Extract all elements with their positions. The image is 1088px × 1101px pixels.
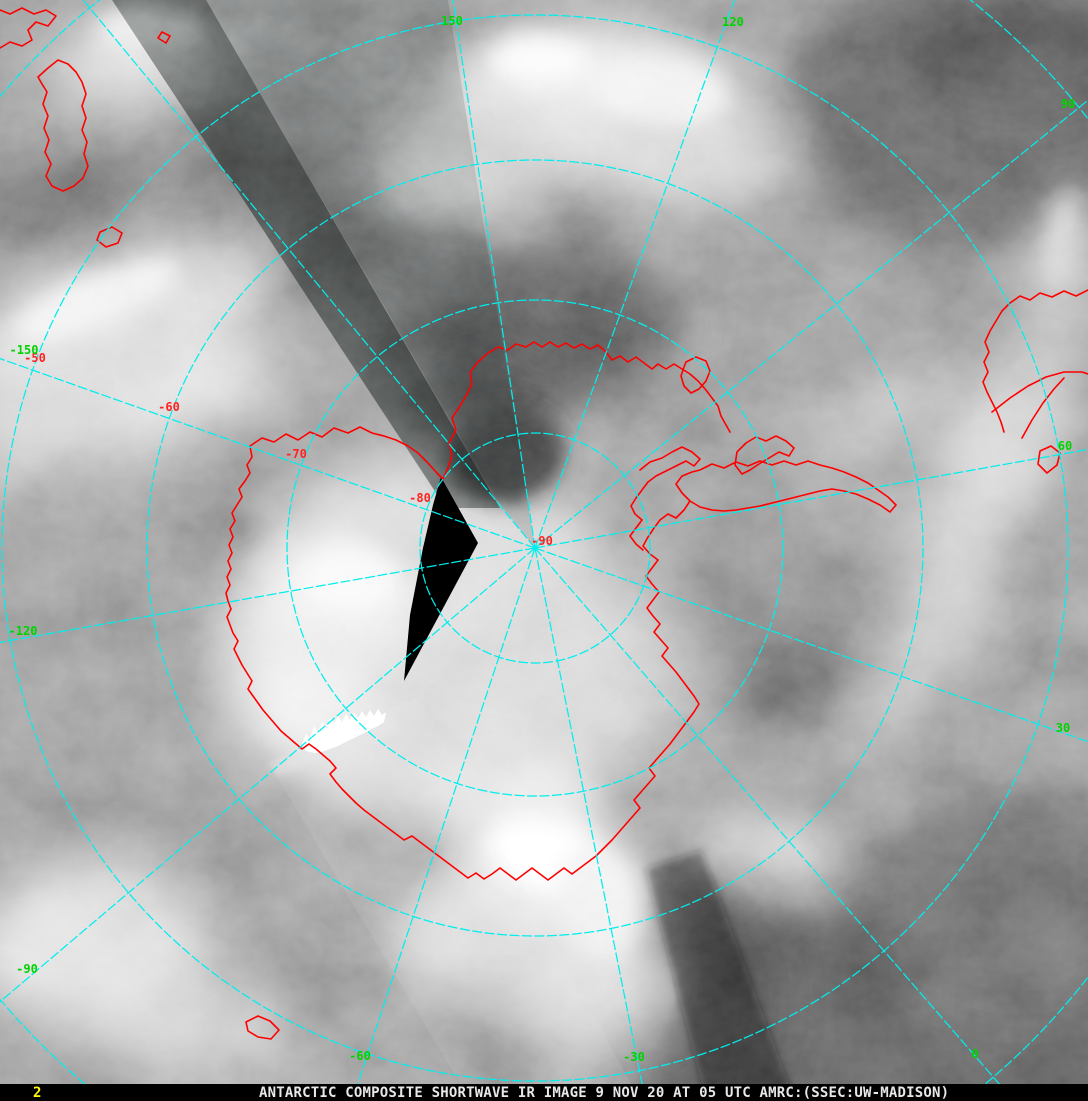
longitude-label--150: -150 <box>10 343 39 357</box>
longitude-label-60: 60 <box>1058 439 1072 453</box>
latitude-label--50: -50 <box>24 351 46 365</box>
latitude-circle--80 <box>419 432 651 664</box>
coastline-bottom-left-island <box>245 1015 280 1040</box>
longitude-radial-150 <box>452 0 536 549</box>
longitude-radial-120 <box>534 0 736 549</box>
coastline-right-islands <box>1037 445 1061 474</box>
caption-text: ANTARCTIC COMPOSITE SHORTWAVE IR IMAGE 9… <box>259 1085 950 1101</box>
longitude-radial-0 <box>534 547 1014 1100</box>
coastline-antarctic-peninsula <box>675 460 897 513</box>
coastline-antarctica-main <box>225 341 731 881</box>
longitude-radial--60 <box>351 547 536 1100</box>
longitude-label-150: 150 <box>441 14 463 28</box>
latitude-label--80: -80 <box>409 491 431 505</box>
longitude-label-120: 120 <box>722 15 744 29</box>
coastline-right-landmass <box>982 289 1088 433</box>
longitude-label-0: 0 <box>971 1047 978 1061</box>
coastline-right-arc-a <box>991 371 1088 413</box>
longitude-radial-60 <box>534 448 1088 549</box>
longitude-radial--90 <box>0 547 536 1003</box>
latitude-label--60: -60 <box>158 400 180 414</box>
coastline-small-island-b <box>96 226 123 248</box>
bright-sawtooth-artifact <box>302 709 386 753</box>
coastline-new-zealand-north <box>0 7 57 49</box>
longitude-label--120: -120 <box>9 624 38 638</box>
coastline-island-hook <box>734 435 795 475</box>
coastline-coastal-loop <box>680 356 711 394</box>
latitude-label--90: -90 <box>531 534 553 548</box>
latitude-circle--50 <box>1 14 1069 1082</box>
caption-bar: 2 ANTARCTIC COMPOSITE SHORTWAVE IR IMAGE… <box>0 1084 1088 1101</box>
longitude-radial-30 <box>534 547 1088 743</box>
longitude-radial-180 <box>82 0 536 549</box>
coastline-small-island-a <box>157 31 171 44</box>
coastline-inner-bay <box>629 446 701 551</box>
coastline-overlay <box>0 7 1088 1040</box>
longitude-label--60: -60 <box>349 1049 371 1063</box>
longitude-radial--30 <box>534 547 646 1100</box>
latitude-circle--60 <box>146 159 924 937</box>
data-gap-wedge <box>404 477 478 681</box>
longitude-radial--150 <box>0 357 536 549</box>
longitude-label--90: -90 <box>16 962 38 976</box>
latitude-label--70: -70 <box>285 447 307 461</box>
longitude-radial-90 <box>534 99 1088 549</box>
longitude-radial--120 <box>0 547 536 643</box>
coastline-new-zealand-south <box>37 59 89 192</box>
longitude-label--30: -30 <box>623 1050 645 1064</box>
longitude-label-90: 90 <box>1061 97 1075 111</box>
longitude-label-30: 30 <box>1056 721 1070 735</box>
frame-number: 2 <box>33 1085 42 1101</box>
latitude-circle--70 <box>286 299 784 797</box>
graticule-labels: -50 -60 -70 -80 -90 150 120 90 60 30 0 -30 -60 -90 -12… <box>9 14 1076 1064</box>
coastline-right-arc-b <box>1021 377 1065 439</box>
